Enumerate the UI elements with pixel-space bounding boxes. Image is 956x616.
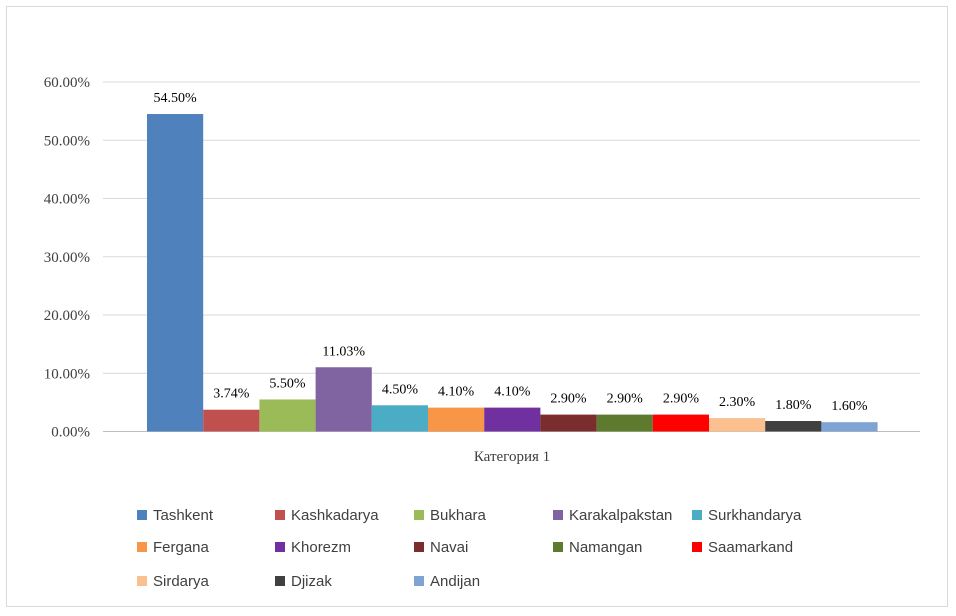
y-tick-label: 10.00% (44, 366, 90, 382)
data-label-navai: 2.90% (550, 392, 587, 407)
gridlines (103, 81, 920, 432)
data-label-sirdarya: 2.30% (719, 395, 756, 410)
bar-andijan (821, 422, 878, 432)
bar-karakalpakstan (315, 367, 372, 432)
y-axis-ticks: 0.00% 10.00% 20.00% 30.00% 40.00% 50.00% 60.00… (44, 75, 90, 441)
data-label-kashkadarya: 3.74% (213, 387, 250, 402)
data-label-saamarkand: 2.90% (663, 392, 700, 407)
y-tick-label: 30.00% (44, 250, 90, 266)
data-label-khorezm: 4.10% (494, 385, 531, 400)
bar-khorezm (484, 407, 541, 432)
data-label-fergana: 4.10% (438, 385, 475, 400)
bar-tashkent (147, 114, 204, 432)
data-label-andijan: 1.60% (831, 399, 868, 414)
y-tick-label: 20.00% (44, 308, 90, 324)
bar-saamarkand (652, 414, 709, 432)
bar-bukhara (259, 399, 316, 432)
y-tick-label: 40.00% (44, 192, 90, 208)
data-label-surkhandarya: 4.50% (382, 382, 419, 397)
bar-kashkadarya (203, 409, 260, 432)
bar-navai (540, 414, 597, 432)
y-tick-label: 60.00% (44, 75, 90, 91)
data-labels: 54.50% 3.74% 5.50% 11.03% 4.50% 4.10% 4.10% 2.9… (154, 91, 868, 414)
y-tick-label: 0.00% (51, 425, 90, 441)
bar-namangan (596, 414, 653, 432)
data-label-karakalpakstan: 11.03% (322, 344, 365, 359)
data-label-djizak: 1.80% (775, 398, 812, 413)
category-label: Категория 1 (474, 449, 550, 465)
bar-sirdarya (709, 418, 766, 432)
data-label-namangan: 2.90% (607, 392, 644, 407)
bar-fergana (428, 407, 485, 432)
bar-surkhandarya (371, 405, 428, 432)
bars (147, 114, 878, 432)
bar-djizak (765, 421, 822, 432)
data-label-bukhara: 5.50% (269, 376, 306, 391)
data-label-tashkent: 54.50% (154, 91, 198, 106)
y-tick-label: 50.00% (44, 133, 90, 149)
